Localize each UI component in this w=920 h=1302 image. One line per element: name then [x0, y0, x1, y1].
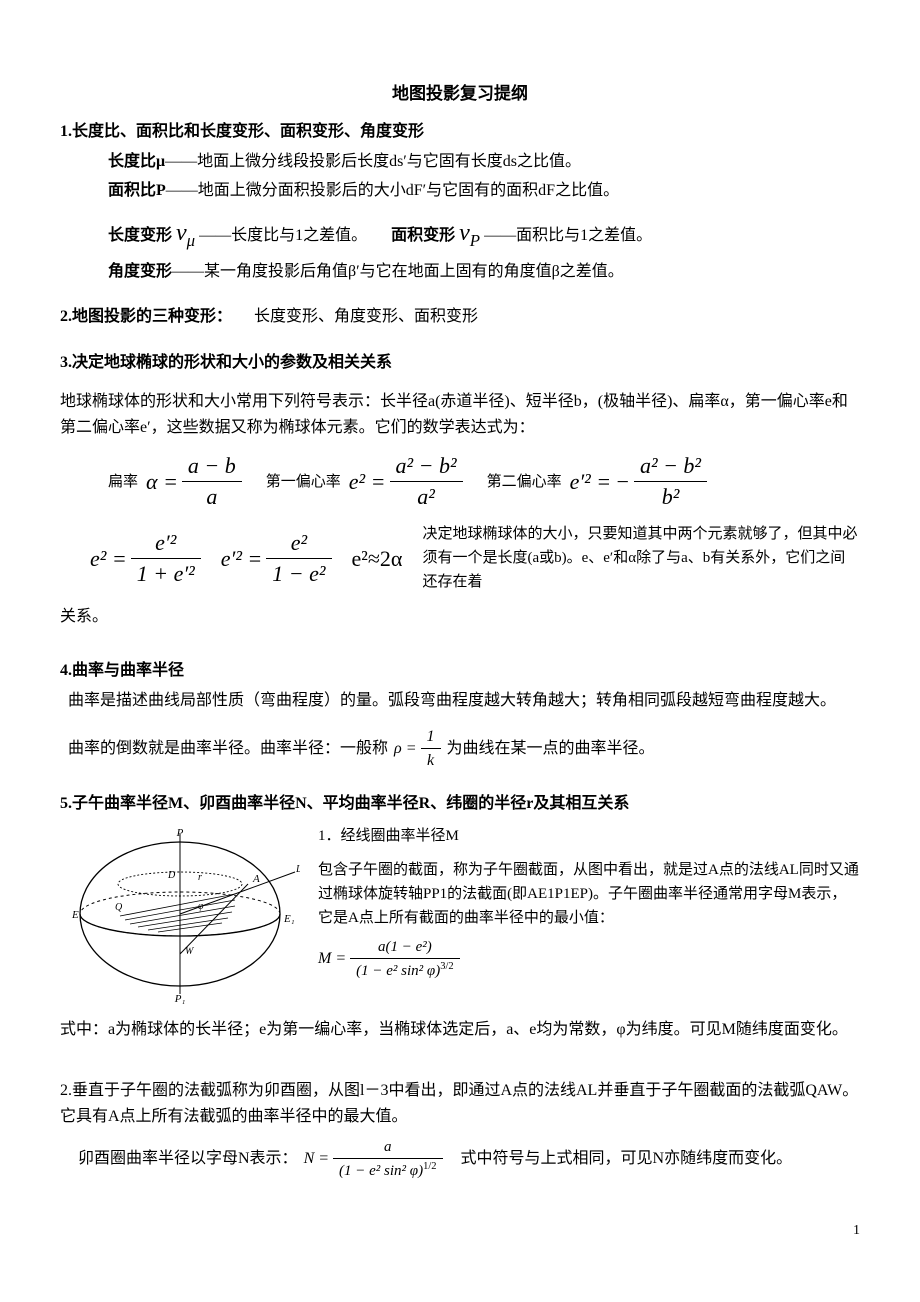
s5-p3b: 式中符号与上式相同，可见N亦随纬度而变化。 — [461, 1146, 793, 1172]
second-ecc-label: 第二偏心率 — [487, 470, 562, 494]
rho-formula: ρ = 1k — [394, 727, 440, 770]
second-ecc-formula: 第二偏心率 e′² =− a² − b²b² — [487, 453, 707, 511]
e2-approx: e²≈2α — [352, 541, 403, 576]
svg-text:D: D — [167, 870, 176, 881]
s5-figure-block: P P₁ E E₁ A L D r Q W φ 1．经线圈曲率半径M 包含子午圈… — [60, 824, 860, 1013]
page-number: 1 — [60, 1220, 860, 1242]
svg-text:W: W — [185, 946, 195, 957]
ep2-from-e2: e′² = e²1 − e² — [221, 530, 332, 588]
s5-sub2: 2.垂直于子午圈的法截弧称为卯酉圈，从图l－3中看出，即通过A点的法线AL并垂直… — [60, 1078, 860, 1129]
s1-l4-def: ——某一角度投影后角值β′与它在地面上固有的角度值β之差值。 — [172, 263, 624, 280]
n-formula: N = a (1 − e² sin² φ)1/2 — [304, 1138, 443, 1180]
svg-text:E: E — [71, 909, 79, 921]
s3-formula-row1: 扁率 α = a − ba 第一偏心率 e² = a² − b²a² 第二偏心率… — [60, 453, 860, 511]
s2-head: 2.地图投影的三种变形： — [60, 308, 232, 325]
s3-p1: 地球椭球体的形状和大小常用下列符号表示：长半径a(赤道半径)、短半径b，(极轴半… — [60, 389, 860, 440]
s1-l3-def1: ——长度比与1之差值。 — [199, 223, 367, 249]
s3-tail: 关系。 — [60, 604, 860, 630]
svg-text:P: P — [176, 827, 184, 839]
s1-l1-term: 长度比μ — [108, 153, 165, 170]
svg-text:φ: φ — [198, 901, 204, 912]
ellipsoid-diagram: P P₁ E E₁ A L D r Q W φ — [60, 824, 300, 1013]
s5-p3: 卯酉圈曲率半径以字母N表示： N = a (1 − e² sin² φ)1/2 … — [60, 1138, 860, 1180]
s5-sub1: 1．经线圈曲率半径M — [318, 824, 860, 848]
nu-mu-symbol: νμ — [176, 214, 195, 255]
m-formula: M = a(1 − e²) (1 − e² sin² φ)3/2 — [318, 938, 860, 980]
first-ecc-label: 第一偏心率 — [266, 470, 341, 494]
s5-p1: 包含子午圈的截面，称为子午圈截面，从图中看出，就是过A点的法线AL同时又通过椭球… — [318, 858, 860, 930]
s4-p1: 曲率是描述曲线局部性质（弯曲程度）的量。弧段弯曲程度越大转角越大；转角相同弧段越… — [60, 688, 860, 714]
page-title: 地图投影复习提纲 — [60, 80, 860, 107]
s5-p3a: 卯酉圈曲率半径以字母N表示： — [78, 1146, 298, 1172]
s1-l1-def: ——地面上微分线段投影后长度ds′与它固有长度ds之比值。 — [165, 153, 581, 170]
flatness-formula: 扁率 α = a − ba — [108, 453, 242, 511]
s4-p2a: 曲率的倒数就是曲率半径。曲率半径：一般称 — [68, 736, 388, 762]
e2-from-ep2: e² = e′²1 + e′² — [90, 530, 201, 588]
s2-body: 长度变形、角度变形、面积变形 — [254, 308, 478, 325]
section-3-head: 3.决定地球椭球的形状和大小的参数及相关关系 — [60, 350, 860, 376]
s1-l4-term: 角度变形 — [108, 263, 172, 280]
s1-l3-def2: ——面积比与1之差值。 — [484, 223, 652, 249]
s5-p2: 式中：a为椭球体的长半径；e为第一编心率，当椭球体选定后，a、e均为常数，φ为纬… — [60, 1017, 860, 1043]
s1-line4: 角度变形——某一角度投影后角值β′与它在地面上固有的角度值β之差值。 — [60, 259, 860, 285]
section-1-head: 1.长度比、面积比和长度变形、面积变形、角度变形 — [60, 119, 860, 145]
svg-text:Q: Q — [115, 902, 123, 913]
s3-side-text: 决定地球椭球体的大小，只要知道其中两个元素就够了，但其中必须有一个是长度(a或b… — [422, 522, 860, 594]
s1-l3-term2: 面积变形 — [391, 223, 455, 249]
flatness-label: 扁率 — [108, 470, 138, 494]
s4-p2: 曲率的倒数就是曲率半径。曲率半径：一般称 ρ = 1k 为曲线在某一点的曲率半径… — [60, 727, 860, 770]
section-5-head: 5.子午曲率半径M、卯酉曲率半径N、平均曲率半径R、纬圈的半径r及其相互关系 — [60, 791, 860, 817]
s4-p2b: 为曲线在某一点的曲率半径。 — [447, 736, 655, 762]
svg-text:P₁: P₁ — [174, 993, 186, 1004]
s3-formula-row2: e² = e′²1 + e′² e′² = e²1 − e² e²≈2α 决定地… — [90, 522, 860, 594]
svg-text:A: A — [252, 873, 260, 885]
section-4-head: 4.曲率与曲率半径 — [60, 658, 860, 684]
nu-p-symbol: νP — [459, 214, 480, 255]
s1-line2: 面积比P——地面上微分面积投影后的大小dF′与它固有的面积dF之比值。 — [60, 178, 860, 204]
section-2: 2.地图投影的三种变形： 长度变形、角度变形、面积变形 — [60, 304, 860, 330]
svg-text:E₁: E₁ — [283, 913, 295, 925]
s1-l3-term1: 长度变形 — [108, 223, 172, 249]
s1-l2-def: ——地面上微分面积投影后的大小dF′与它固有的面积dF之比值。 — [166, 182, 619, 199]
svg-text:L: L — [295, 864, 300, 875]
first-ecc-formula: 第一偏心率 e² = a² − b²a² — [266, 453, 463, 511]
s1-l2-term: 面积比P — [108, 182, 166, 199]
svg-text:r: r — [198, 872, 202, 883]
s1-line3: 长度变形 νμ ——长度比与1之差值。 面积变形 νP ——面积比与1之差值。 — [60, 214, 860, 255]
s1-line1: 长度比μ——地面上微分线段投影后长度ds′与它固有长度ds之比值。 — [60, 149, 860, 175]
